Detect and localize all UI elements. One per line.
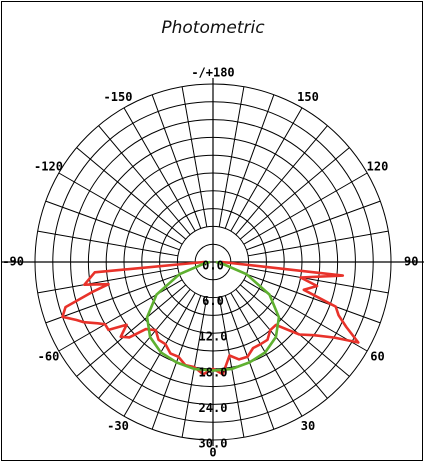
- radial-tick-label: 12.0: [199, 330, 228, 344]
- grid-spoke: [98, 288, 191, 399]
- grid-spoke: [45, 200, 180, 251]
- grid-spoke: [239, 147, 350, 240]
- grid-spoke: [246, 273, 381, 324]
- grid-spoke: [123, 292, 196, 417]
- grid-spoke: [37, 230, 179, 257]
- radial-tick-label: 18.0: [199, 365, 228, 379]
- grid-spoke: [181, 86, 208, 228]
- grid-spoke: [45, 273, 180, 324]
- grid-spoke: [37, 267, 179, 294]
- polar-series: [61, 260, 360, 376]
- angle-tick-label: -30: [107, 419, 129, 433]
- grid-spoke: [218, 86, 245, 228]
- grid-spoke: [98, 125, 191, 236]
- angle-tick-label: -/+180: [191, 66, 234, 80]
- grid-spoke: [246, 200, 381, 251]
- grid-spoke: [58, 172, 183, 245]
- angle-tick-label: 0: [209, 446, 216, 460]
- angle-tick-label: 120: [367, 160, 389, 174]
- radial-tick-label: 0.0: [202, 259, 224, 273]
- angle-tick-label: -60: [38, 350, 60, 364]
- grid-spoke: [230, 292, 303, 417]
- angle-tick-label: -120: [34, 160, 63, 174]
- series-line-2: [145, 260, 281, 372]
- angle-tick-label: -90: [2, 255, 24, 269]
- grid-spoke: [235, 125, 328, 236]
- grid-spoke: [218, 296, 245, 438]
- angle-tick-label: 150: [297, 90, 319, 104]
- angle-tick-label: -150: [104, 90, 133, 104]
- chart-title: Photometric: [161, 18, 265, 38]
- grid-spoke: [247, 267, 389, 294]
- grid-spoke: [230, 107, 303, 232]
- grid-spoke: [224, 94, 275, 229]
- grid-spoke: [76, 284, 187, 377]
- angle-tick-label: 60: [370, 350, 384, 364]
- grid-spoke: [239, 284, 350, 377]
- grid-spoke: [76, 147, 187, 240]
- grid-spoke: [243, 172, 368, 245]
- grid-spoke: [151, 94, 202, 229]
- angle-tick-label: 90: [404, 255, 418, 269]
- grid-spoke: [58, 279, 183, 352]
- grid-spoke: [123, 107, 196, 232]
- angle-tick-label: 30: [301, 419, 315, 433]
- series-line-1: [61, 260, 360, 376]
- radial-tick-label: 30.0: [199, 437, 228, 451]
- polar-labels: -/+180 -150 150 -120 120 -90 90 -60 60 -30 30 0 0.0 6…: [2, 66, 418, 460]
- radial-tick-label: 24.0: [199, 401, 228, 415]
- radial-tick-label: 6.0: [202, 294, 224, 308]
- grid-spoke: [247, 230, 389, 257]
- grid-spoke: [235, 288, 328, 399]
